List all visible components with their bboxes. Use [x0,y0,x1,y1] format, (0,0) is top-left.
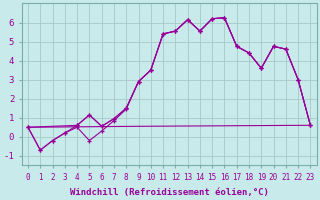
X-axis label: Windchill (Refroidissement éolien,°C): Windchill (Refroidissement éolien,°C) [70,188,268,197]
